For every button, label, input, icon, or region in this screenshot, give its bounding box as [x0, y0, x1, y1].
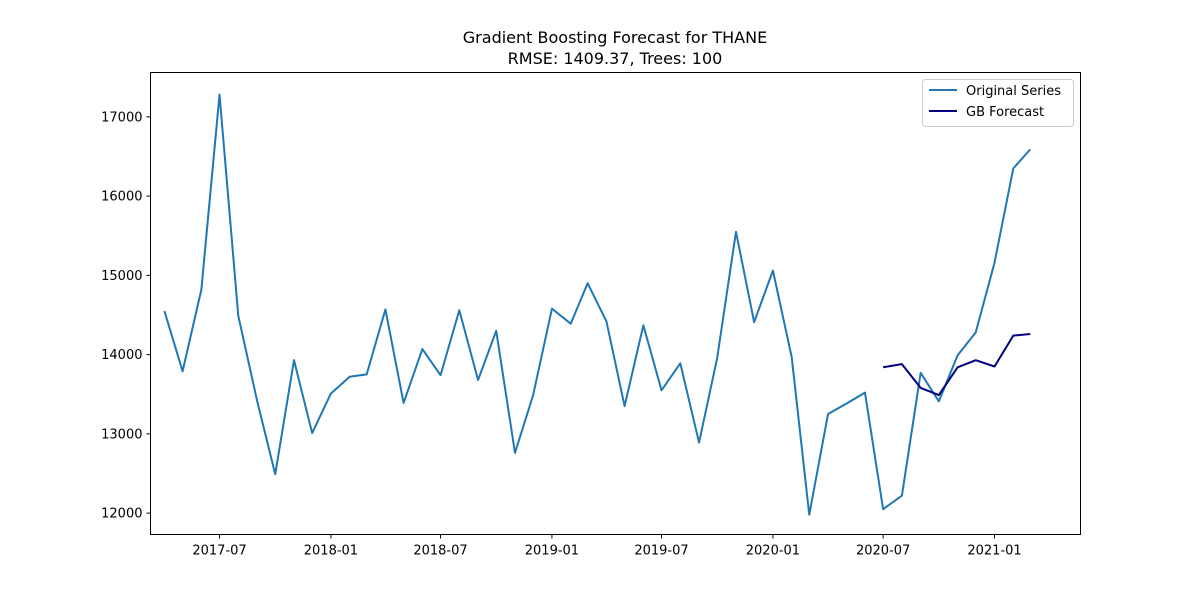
- chart-subtitle: RMSE: 1409.37, Trees: 100: [508, 49, 723, 68]
- x-tick-label: 2017-07: [192, 544, 246, 559]
- plot-area: [150, 72, 1081, 535]
- x-tick-label: 2020-07: [856, 544, 910, 559]
- y-tick-label: 16000: [101, 190, 142, 205]
- x-tick-label: 2019-07: [634, 544, 688, 559]
- y-tick-label: 15000: [101, 269, 142, 284]
- legend-box: [922, 79, 1074, 127]
- y-tick-label: 12000: [101, 507, 142, 522]
- legend: Original Series GB Forecast: [922, 79, 1074, 127]
- y-tick-label: 14000: [101, 348, 142, 363]
- plot-frame: [150, 72, 1081, 535]
- x-tick-label: 2021-01: [967, 544, 1021, 559]
- x-tick-label: 2020-01: [746, 544, 800, 559]
- axis-layer: 12000 13000 14000 15000 16000 17000 2017-07 201…: [101, 110, 1022, 558]
- y-tick-label: 17000: [101, 110, 142, 125]
- legend-label-forecast: GB Forecast: [966, 105, 1044, 120]
- y-tick-label: 13000: [101, 427, 142, 442]
- series-layer: [163, 93, 1031, 516]
- x-tick-label: 2018-07: [413, 544, 467, 559]
- x-tick-label: 2018-01: [304, 544, 358, 559]
- chart-title: Gradient Boosting Forecast for THANE: [463, 28, 767, 47]
- original-series-line: [163, 93, 1031, 516]
- legend-label-original: Original Series: [966, 84, 1061, 99]
- x-tick-label: 2019-01: [525, 544, 579, 559]
